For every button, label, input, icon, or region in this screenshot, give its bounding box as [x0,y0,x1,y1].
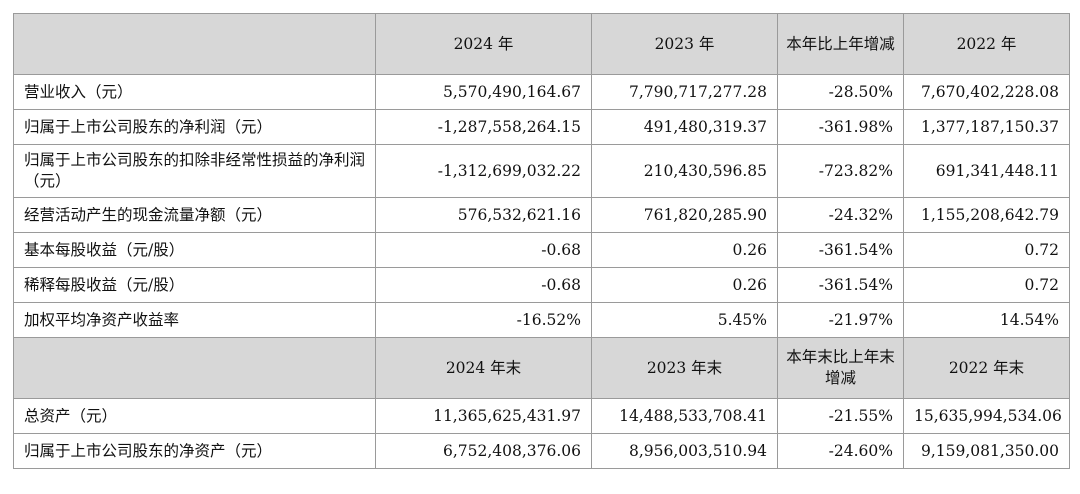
value-2023: 5.45% [591,302,778,338]
header-2024: 2024 年 [375,13,592,75]
value-2024-end: 6,752,408,376.06 [375,433,592,469]
value-2024: -16.52% [375,302,592,338]
value-2024-end: 11,365,625,431.97 [375,398,592,434]
row-label: 归属于上市公司股东的净资产（元） [13,433,376,469]
table-row: 总资产（元） 11,365,625,431.97 14,488,533,708.… [13,398,1070,434]
value-2022-end: 15,635,994,534.06 [903,398,1070,434]
table-row: 基本每股收益（元/股） -0.68 0.26 -361.54% 0.72 [13,232,1070,268]
row-label: 归属于上市公司股东的扣除非经常性损益的净利润（元） [13,144,376,198]
value-change: -361.54% [777,267,904,303]
table-row: 归属于上市公司股东的净资产（元） 6,752,408,376.06 8,956,… [13,433,1070,469]
value-2024: -1,287,558,264.15 [375,109,592,145]
value-2023-end: 14,488,533,708.41 [591,398,778,434]
table-row: 稀释每股收益（元/股） -0.68 0.26 -361.54% 0.72 [13,267,1070,303]
header-2023: 2023 年 [591,13,778,75]
value-change-end: -21.55% [777,398,904,434]
value-2023: 210,430,596.85 [591,144,778,198]
row-label: 总资产（元） [13,398,376,434]
value-2023: 7,790,717,277.28 [591,74,778,110]
value-2022-end: 9,159,081,350.00 [903,433,1070,469]
row-label: 归属于上市公司股东的净利润（元） [13,109,376,145]
value-2022: 7,670,402,228.08 [903,74,1070,110]
value-change: -28.50% [777,74,904,110]
value-2024: 576,532,621.16 [375,197,592,233]
table-row: 归属于上市公司股东的净利润（元） -1,287,558,264.15 491,4… [13,109,1070,145]
value-2024: 5,570,490,164.67 [375,74,592,110]
value-2022: 14.54% [903,302,1070,338]
header-blank-cell [13,337,376,399]
value-2023: 761,820,285.90 [591,197,778,233]
row-label: 营业收入（元） [13,74,376,110]
row-label: 加权平均净资产收益率 [13,302,376,338]
value-2023: 0.26 [591,232,778,268]
row-label: 经营活动产生的现金流量净额（元） [13,197,376,233]
value-change: -361.54% [777,232,904,268]
value-2024: -0.68 [375,232,592,268]
header-2023-end: 2023 年末 [591,337,778,399]
header-change-end: 本年末比上年末增减 [777,337,904,399]
header-blank-cell [13,13,376,75]
table-row: 经营活动产生的现金流量净额（元） 576,532,621.16 761,820,… [13,197,1070,233]
value-2022: 1,377,187,150.37 [903,109,1070,145]
value-2023: 0.26 [591,267,778,303]
header-change: 本年比上年增减 [777,13,904,75]
value-2024: -1,312,699,032.22 [375,144,592,198]
value-change-end: -24.60% [777,433,904,469]
header-2022: 2022 年 [903,13,1070,75]
section1-header-row: 2024 年 2023 年 本年比上年增减 2022 年 [13,13,1070,75]
value-2022: 0.72 [903,267,1070,303]
table-row: 归属于上市公司股东的扣除非经常性损益的净利润（元） -1,312,699,032… [13,144,1070,198]
header-2022-end: 2022 年末 [903,337,1070,399]
table-row: 营业收入（元） 5,570,490,164.67 7,790,717,277.2… [13,74,1070,110]
value-change: -21.97% [777,302,904,338]
value-2022: 691,341,448.11 [903,144,1070,198]
value-change: -723.82% [777,144,904,198]
value-2023-end: 8,956,003,510.94 [591,433,778,469]
value-change: -361.98% [777,109,904,145]
value-change: -24.32% [777,197,904,233]
header-2024-end: 2024 年末 [375,337,592,399]
value-2024: -0.68 [375,267,592,303]
value-2023: 491,480,319.37 [591,109,778,145]
row-label: 基本每股收益（元/股） [13,232,376,268]
table-row: 加权平均净资产收益率 -16.52% 5.45% -21.97% 14.54% [13,302,1070,338]
value-2022: 0.72 [903,232,1070,268]
value-2022: 1,155,208,642.79 [903,197,1070,233]
financial-summary-table: 2024 年 2023 年 本年比上年增减 2022 年 营业收入（元） 5,5… [13,13,1070,469]
row-label: 稀释每股收益（元/股） [13,267,376,303]
section2-header-row: 2024 年末 2023 年末 本年末比上年末增减 2022 年末 [13,337,1070,399]
